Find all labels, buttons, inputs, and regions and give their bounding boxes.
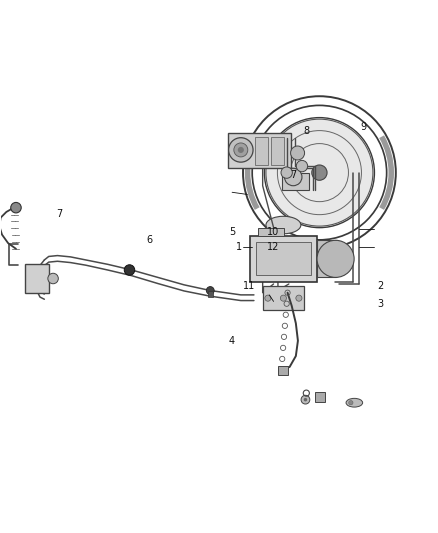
Circle shape: [206, 287, 214, 294]
Text: 5: 5: [229, 227, 235, 237]
Bar: [25, 264, 49, 293]
Text: 6: 6: [146, 235, 152, 245]
Ellipse shape: [346, 398, 363, 407]
Bar: [279, 366, 288, 375]
Circle shape: [265, 295, 271, 301]
Bar: [250, 236, 317, 282]
Text: 4: 4: [229, 336, 235, 346]
Circle shape: [285, 168, 302, 185]
Circle shape: [229, 138, 253, 162]
Bar: [258, 228, 285, 236]
Bar: [283, 173, 308, 190]
Text: 11: 11: [244, 281, 256, 291]
Circle shape: [266, 119, 373, 226]
Text: 10: 10: [268, 227, 280, 237]
Circle shape: [234, 143, 248, 157]
Circle shape: [349, 400, 353, 405]
Text: 3: 3: [378, 298, 384, 309]
Circle shape: [290, 146, 304, 160]
Bar: [263, 286, 304, 310]
Bar: [272, 137, 285, 165]
Bar: [315, 392, 325, 402]
Text: 8: 8: [303, 126, 309, 136]
Text: 12: 12: [267, 242, 280, 252]
Text: 9: 9: [360, 122, 366, 132]
Text: 7: 7: [290, 170, 297, 180]
Bar: [317, 240, 336, 277]
Circle shape: [301, 395, 310, 404]
Circle shape: [304, 398, 307, 401]
Circle shape: [11, 203, 21, 213]
Circle shape: [296, 160, 307, 172]
Circle shape: [312, 165, 327, 180]
Bar: [208, 291, 213, 297]
Text: 7: 7: [57, 209, 63, 219]
Bar: [255, 137, 268, 165]
Circle shape: [317, 240, 354, 277]
Ellipse shape: [266, 216, 301, 234]
Circle shape: [238, 147, 244, 153]
Circle shape: [281, 167, 292, 179]
Circle shape: [296, 295, 302, 301]
Bar: [256, 243, 311, 275]
Text: 1: 1: [236, 242, 242, 252]
Circle shape: [48, 273, 58, 284]
Bar: [228, 133, 291, 168]
Text: 2: 2: [378, 281, 384, 291]
Circle shape: [124, 265, 135, 275]
Circle shape: [280, 295, 286, 301]
